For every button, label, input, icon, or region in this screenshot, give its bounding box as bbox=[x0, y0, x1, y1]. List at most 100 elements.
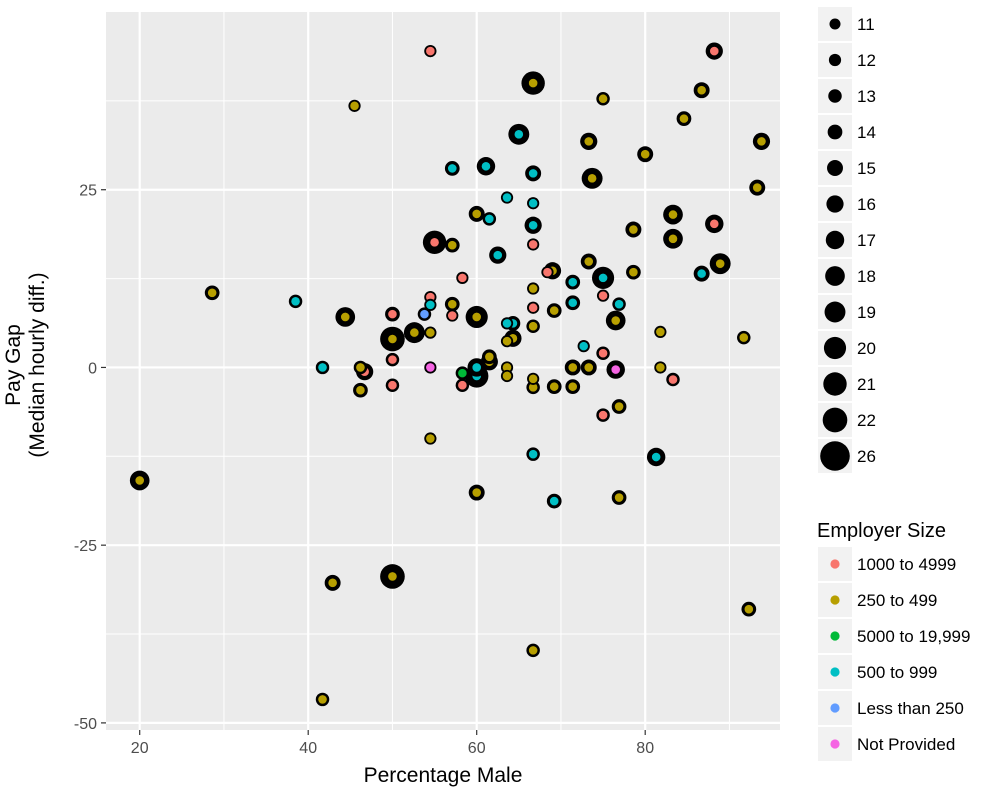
size-legend-label: 13 bbox=[857, 87, 876, 106]
data-point-color-marker bbox=[614, 401, 624, 412]
data-point bbox=[481, 349, 497, 365]
size-legend-label: 14 bbox=[857, 123, 876, 142]
y-axis-title-line-2: (Median hourly diff.) bbox=[26, 272, 49, 457]
data-point bbox=[335, 307, 356, 327]
size-legend-symbol bbox=[828, 53, 842, 67]
data-point bbox=[580, 359, 597, 376]
data-point-color-marker bbox=[327, 577, 338, 588]
data-point-color-marker bbox=[502, 318, 512, 329]
data-point-color-marker bbox=[614, 492, 624, 503]
x-tick-label: 20 bbox=[131, 740, 149, 757]
data-point-color-marker bbox=[752, 182, 763, 193]
data-point-color-marker bbox=[567, 362, 578, 373]
data-point bbox=[417, 307, 432, 321]
data-point-color-marker bbox=[502, 336, 512, 347]
color-legend-label: 1000 to 4999 bbox=[857, 555, 956, 574]
size-legend-item: 20 bbox=[818, 331, 876, 365]
data-point-color-marker bbox=[567, 381, 578, 392]
data-point-color-marker bbox=[355, 385, 366, 396]
data-point bbox=[546, 493, 562, 509]
size-legend-symbol bbox=[828, 89, 842, 103]
y-tick-label: -50 bbox=[74, 716, 97, 733]
size-legend-item: 11 bbox=[818, 7, 875, 41]
size-legend-symbol bbox=[825, 266, 845, 286]
y-tick-label: -25 bbox=[74, 538, 97, 555]
data-point-color-marker bbox=[471, 487, 482, 498]
data-point bbox=[380, 564, 405, 589]
y-axis-title-line-1: Pay Gap bbox=[2, 324, 25, 406]
data-point bbox=[705, 214, 724, 234]
data-point bbox=[626, 264, 641, 280]
y-tick-label: 0 bbox=[88, 360, 97, 377]
size-legend-symbol bbox=[825, 230, 845, 250]
data-point-color-marker bbox=[628, 267, 639, 278]
data-point-color-marker bbox=[349, 100, 360, 111]
x-tick-label: 60 bbox=[468, 740, 486, 757]
data-point bbox=[646, 447, 666, 467]
data-point bbox=[446, 309, 459, 322]
data-point bbox=[444, 161, 460, 176]
color-legend-label: 500 to 999 bbox=[857, 663, 937, 682]
data-point-color-marker bbox=[387, 380, 398, 391]
data-point-color-marker bbox=[756, 136, 767, 147]
data-point-color-marker bbox=[457, 368, 468, 379]
data-point-color-marker bbox=[457, 272, 468, 283]
data-point-color-marker bbox=[715, 258, 726, 269]
data-point bbox=[468, 205, 485, 222]
data-point bbox=[527, 282, 540, 295]
data-point-color-marker bbox=[628, 224, 639, 235]
size-legend-label: 18 bbox=[857, 267, 876, 286]
data-point-color-marker bbox=[549, 381, 560, 392]
data-point-color-marker bbox=[409, 327, 420, 338]
size-legend-label: 16 bbox=[857, 195, 876, 214]
data-point bbox=[468, 484, 485, 501]
size-legend-label: 20 bbox=[857, 339, 876, 358]
x-tick-label: 80 bbox=[636, 740, 654, 757]
data-point bbox=[526, 643, 540, 658]
size-legend-label: 15 bbox=[857, 159, 876, 178]
data-point bbox=[424, 361, 437, 374]
data-point bbox=[527, 238, 540, 251]
data-point bbox=[577, 339, 590, 353]
data-point-color-marker bbox=[528, 239, 539, 250]
color-legend-symbol bbox=[830, 667, 840, 677]
size-legend-label: 11 bbox=[857, 15, 875, 34]
data-point-color-marker bbox=[484, 351, 495, 362]
color-legend-symbol bbox=[830, 559, 840, 569]
data-point-color-marker bbox=[668, 374, 678, 385]
data-point bbox=[611, 490, 627, 505]
data-point-color-marker bbox=[528, 220, 539, 231]
color-legend-symbol bbox=[830, 739, 840, 749]
data-point-color-marker bbox=[447, 163, 458, 174]
data-point bbox=[353, 360, 368, 375]
data-point-color-marker bbox=[134, 475, 145, 486]
size-legend-item: 12 bbox=[818, 43, 876, 77]
data-point bbox=[353, 382, 368, 398]
data-point-color-marker bbox=[528, 645, 539, 656]
data-point-color-marker bbox=[567, 277, 578, 288]
color-legend-symbol bbox=[830, 703, 840, 713]
data-point bbox=[693, 82, 710, 99]
data-point-color-marker bbox=[709, 46, 720, 56]
data-point-color-marker bbox=[355, 362, 366, 373]
data-point bbox=[565, 379, 581, 394]
data-point-color-marker bbox=[425, 327, 436, 338]
data-point-color-marker bbox=[598, 410, 608, 420]
data-point bbox=[324, 574, 341, 591]
data-point bbox=[596, 91, 610, 106]
data-point bbox=[546, 379, 562, 394]
size-legend-symbol bbox=[829, 18, 841, 30]
size-legend-symbol bbox=[826, 195, 844, 213]
data-point bbox=[315, 692, 330, 707]
data-point-color-marker bbox=[655, 362, 666, 373]
color-legend: Employer Size 1000 to 4999 250 to 499 5000… bbox=[817, 520, 970, 761]
color-legend-label: Less than 250 bbox=[857, 699, 964, 718]
data-point bbox=[444, 237, 460, 253]
data-point bbox=[424, 298, 437, 312]
data-point-color-marker bbox=[502, 192, 512, 203]
data-point bbox=[456, 271, 469, 284]
data-point-color-marker bbox=[528, 198, 539, 209]
color-legend-item: Not Provided bbox=[818, 727, 955, 761]
